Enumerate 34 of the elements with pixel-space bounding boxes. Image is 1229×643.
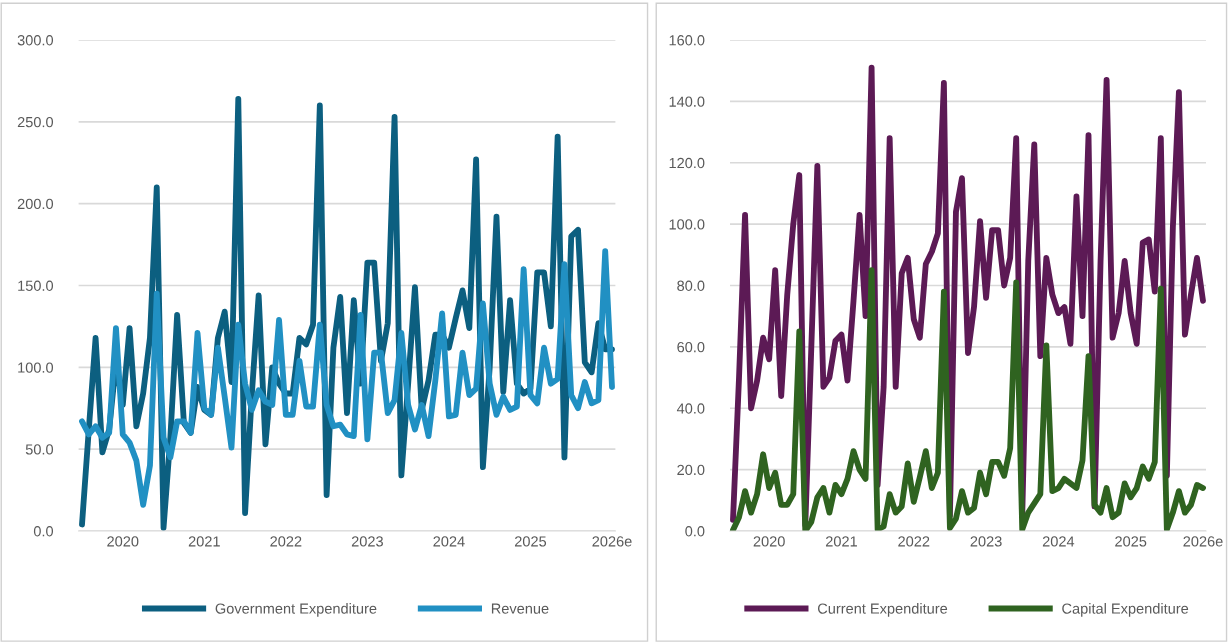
legend-label: Government Expenditure	[215, 603, 377, 617]
y-tick-label: 300.0	[17, 35, 54, 46]
x-tick-label: 2020	[753, 536, 785, 547]
x-tick-label: 2023	[351, 536, 383, 547]
x-tick-label: 2024	[1042, 536, 1075, 547]
x-tick-label: 2022	[898, 536, 930, 547]
y-tick-label: 140.0	[669, 96, 705, 107]
y-tick-label: 160.0	[669, 35, 705, 46]
legend-label: Current Expenditure	[817, 603, 948, 617]
x-tick-label: 2026e	[1183, 536, 1223, 547]
x-tick-label: 2023	[970, 536, 1002, 547]
y-tick-label: 120.0	[669, 157, 705, 169]
x-tick-label: 2024	[433, 536, 465, 547]
legend-label: Capital Expenditure	[1062, 603, 1189, 617]
x-tick-label: 2025	[514, 536, 547, 547]
y-tick-label: 60.0	[677, 341, 705, 353]
legend-label: Revenue	[491, 603, 549, 614]
x-tick-label: 2020	[107, 536, 139, 547]
x-tick-label: 2022	[270, 536, 302, 547]
y-tick-label: 0.0	[33, 526, 54, 537]
y-tick-label: 250.0	[17, 116, 54, 128]
y-tick-label: 150.0	[18, 280, 54, 291]
x-tick-label: 2021	[188, 536, 220, 547]
y-tick-label: 200.0	[17, 198, 54, 210]
x-tick-label: 2025	[1115, 536, 1147, 547]
y-tick-label: 80.0	[677, 280, 705, 291]
x-tick-label: 2021	[825, 536, 857, 547]
y-tick-label: 100.0	[669, 219, 705, 230]
y-tick-label: 40.0	[676, 403, 705, 414]
y-tick-label: 100.0	[18, 362, 54, 373]
y-tick-label: 0.0	[685, 526, 705, 537]
y-tick-label: 50.0	[25, 444, 54, 455]
y-tick-label: 20.0	[677, 464, 705, 476]
x-tick-label: 2026e	[592, 536, 632, 547]
